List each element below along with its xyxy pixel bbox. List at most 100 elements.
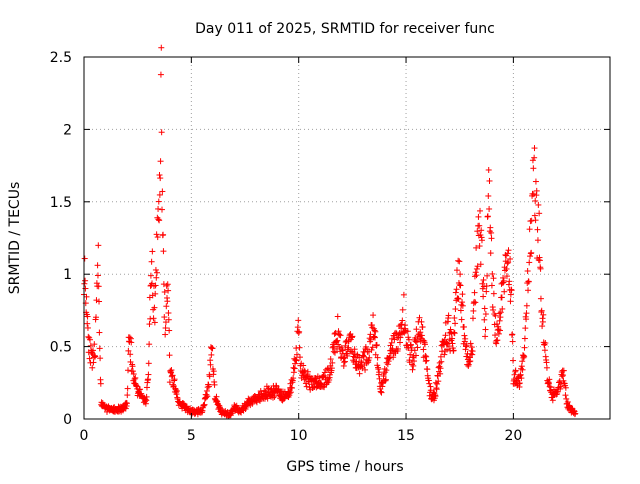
data-point bbox=[166, 379, 173, 386]
data-point bbox=[482, 311, 489, 318]
data-point bbox=[356, 370, 363, 377]
y-tick-label: 2.5 bbox=[50, 50, 72, 66]
data-point bbox=[522, 325, 529, 332]
data-point bbox=[367, 336, 374, 343]
data-point bbox=[536, 257, 543, 264]
data-point bbox=[450, 329, 457, 336]
data-point bbox=[211, 381, 218, 388]
y-tick-label: 0 bbox=[63, 412, 72, 428]
data-point bbox=[477, 261, 484, 268]
data-point bbox=[370, 334, 377, 341]
data-point bbox=[476, 222, 483, 229]
data-point bbox=[397, 334, 404, 341]
data-point bbox=[151, 319, 158, 326]
data-point bbox=[424, 366, 431, 373]
data-point bbox=[445, 312, 452, 319]
data-point bbox=[390, 354, 397, 361]
data-point bbox=[161, 314, 168, 321]
data-point bbox=[536, 210, 543, 217]
data-point bbox=[451, 330, 458, 337]
data-point bbox=[162, 331, 169, 338]
data-point bbox=[543, 359, 550, 366]
data-point bbox=[295, 317, 302, 324]
data-point bbox=[528, 249, 535, 256]
data-point bbox=[530, 191, 537, 198]
data-point bbox=[399, 306, 406, 313]
data-point bbox=[524, 268, 531, 275]
data-point bbox=[471, 289, 478, 296]
data-point bbox=[488, 235, 495, 242]
data-point bbox=[528, 217, 535, 224]
data-point bbox=[531, 154, 538, 161]
data-point bbox=[362, 366, 369, 373]
data-point bbox=[145, 360, 152, 367]
data-point bbox=[334, 313, 341, 320]
data-point bbox=[132, 374, 139, 381]
data-point bbox=[521, 335, 528, 342]
data-point bbox=[529, 157, 536, 164]
data-point bbox=[130, 371, 137, 378]
data-point bbox=[482, 333, 489, 340]
data-point bbox=[147, 272, 154, 279]
data-point bbox=[459, 302, 466, 309]
data-point bbox=[450, 347, 457, 354]
data-point bbox=[438, 358, 445, 365]
data-point bbox=[469, 348, 476, 355]
data-point bbox=[152, 290, 159, 297]
data-point bbox=[414, 344, 421, 351]
data-point bbox=[124, 392, 131, 399]
data-point bbox=[329, 359, 336, 366]
data-point bbox=[340, 355, 347, 362]
data-point bbox=[95, 242, 102, 249]
data-point bbox=[531, 212, 538, 219]
data-point bbox=[333, 338, 340, 345]
data-point bbox=[370, 312, 377, 319]
data-point bbox=[159, 206, 166, 213]
data-point bbox=[400, 291, 407, 298]
data-point bbox=[171, 376, 178, 383]
data-point bbox=[441, 351, 448, 358]
data-point bbox=[422, 352, 429, 359]
data-point bbox=[525, 287, 532, 294]
data-point bbox=[527, 253, 534, 260]
data-point bbox=[432, 393, 439, 400]
data-point bbox=[499, 305, 506, 312]
data-point bbox=[394, 345, 401, 352]
data-point bbox=[443, 339, 450, 346]
data-point bbox=[413, 326, 420, 333]
data-point bbox=[378, 389, 385, 396]
data-point bbox=[444, 346, 451, 353]
data-point bbox=[123, 400, 130, 407]
data-point bbox=[456, 258, 463, 265]
data-point bbox=[535, 201, 542, 208]
data-point bbox=[416, 314, 423, 321]
x-axis-label: GPS time / hours bbox=[286, 459, 403, 475]
data-point bbox=[151, 304, 158, 311]
data-point bbox=[84, 320, 91, 327]
data-point bbox=[91, 341, 98, 348]
data-point bbox=[156, 217, 163, 224]
data-point bbox=[473, 265, 480, 272]
data-point bbox=[148, 258, 155, 265]
data-point bbox=[482, 326, 489, 333]
data-point bbox=[459, 291, 466, 298]
data-point bbox=[345, 344, 352, 351]
data-point bbox=[209, 345, 216, 352]
data-point bbox=[156, 191, 163, 198]
data-point bbox=[82, 277, 89, 284]
data-point bbox=[153, 274, 160, 281]
data-point bbox=[93, 314, 100, 321]
data-point bbox=[508, 287, 515, 294]
data-point bbox=[96, 345, 103, 352]
data-point bbox=[452, 320, 459, 327]
data-point bbox=[404, 328, 411, 335]
data-point bbox=[337, 332, 344, 339]
data-point bbox=[488, 229, 495, 236]
data-point bbox=[473, 244, 480, 251]
data-point bbox=[510, 357, 517, 364]
data-point bbox=[368, 346, 375, 353]
data-point bbox=[419, 323, 426, 330]
data-point bbox=[497, 309, 504, 316]
data-point bbox=[84, 324, 91, 331]
data-point bbox=[526, 259, 533, 266]
